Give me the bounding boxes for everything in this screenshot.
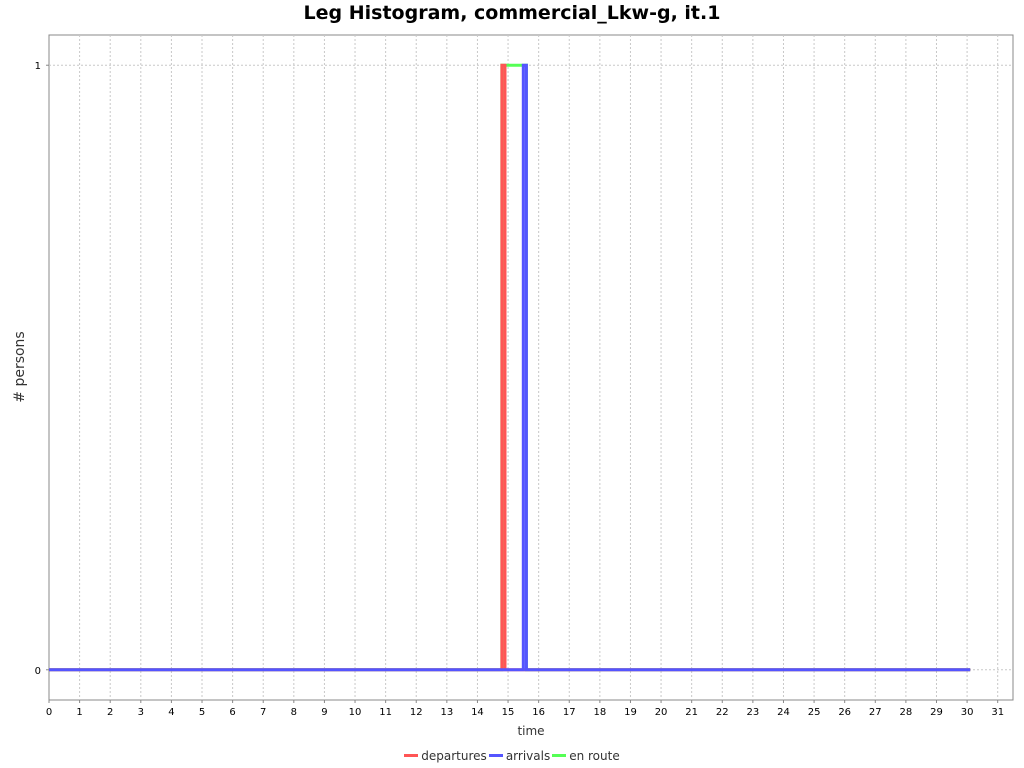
x-tick-label: 16: [532, 707, 545, 718]
x-tick-label: 12: [410, 707, 423, 718]
x-tick-label: 11: [379, 707, 392, 718]
x-tick-label: 28: [900, 707, 913, 718]
legend: departures arrivals en route: [0, 749, 1024, 763]
x-tick-label: 8: [291, 707, 297, 718]
legend-label: arrivals: [505, 749, 551, 763]
x-tick-label: 31: [991, 707, 1004, 718]
x-tick-label: 29: [930, 707, 943, 718]
axis-layer: 0 1 2 3 4 5 6 7 8 9 10 11 12 13 14 15 16 17 18 19 20 21 22 23 24…: [35, 61, 1004, 718]
plot-area: [48, 34, 1014, 701]
legend-item-arrivals: arrivals: [488, 749, 551, 763]
x-tick-label: 24: [777, 707, 790, 718]
series-layer: [49, 63, 971, 672]
x-tick-label: 25: [808, 707, 821, 718]
x-tick-label: 18: [593, 707, 606, 718]
x-tick-label: 20: [655, 707, 668, 718]
x-tick-label: 5: [199, 707, 205, 718]
x-tick-label: 19: [624, 707, 637, 718]
x-tick-label: 13: [440, 707, 453, 718]
x-tick-label: 27: [869, 707, 882, 718]
x-tick-label: 1: [76, 707, 82, 718]
x-tick-label: 7: [260, 707, 266, 718]
x-axis-label: time: [517, 724, 544, 738]
x-tick-label: 15: [502, 707, 515, 718]
x-tick-label: 26: [838, 707, 851, 718]
chart-svg: 0 1 2 3 4 5 6 7 8 9 10 11 12 13 14 15 16 17 18 19 20 21 22 23 24…: [12, 34, 1014, 738]
x-tick-label: 21: [685, 707, 698, 718]
x-tick-label: 10: [349, 707, 362, 718]
legend-swatch: [404, 754, 419, 757]
legend-item-en-route: en route: [552, 749, 620, 763]
legend-item-departures: departures: [404, 749, 487, 763]
x-tick-label: 9: [321, 707, 327, 718]
x-tick-label: 0: [46, 707, 52, 718]
x-tick-label: 2: [107, 707, 113, 718]
legend-label: departures: [421, 749, 487, 763]
y-axis-label: # persons: [12, 331, 28, 402]
x-tick-label: 4: [168, 707, 174, 718]
x-tick-label: 30: [961, 707, 974, 718]
x-tick-label: 23: [747, 707, 760, 718]
y-tick-label: 0: [35, 666, 41, 677]
legend-swatch: [488, 754, 503, 757]
x-tick-label: 6: [229, 707, 235, 718]
x-tick-label: 3: [138, 707, 144, 718]
legend-swatch: [552, 754, 567, 757]
series-line-arrivals: [49, 63, 971, 672]
chart-title: Leg Histogram, commercial_Lkw-g, it.1: [303, 2, 721, 24]
legend-label: en route: [569, 749, 620, 763]
y-tick-label: 1: [35, 61, 41, 72]
x-tick-label: 14: [471, 707, 484, 718]
x-tick-label: 17: [563, 707, 576, 718]
x-tick-label: 22: [716, 707, 729, 718]
